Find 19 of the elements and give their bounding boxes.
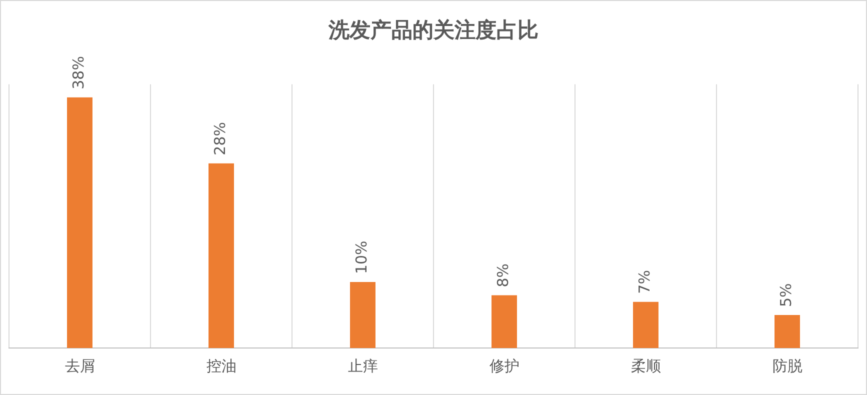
bar xyxy=(492,295,517,348)
x-tick-label: 止痒 xyxy=(348,356,378,375)
x-tick-label: 防脱 xyxy=(772,356,802,375)
bar xyxy=(774,315,800,348)
x-tick-label: 修护 xyxy=(489,356,520,375)
data-label: 8% xyxy=(494,263,512,288)
data-label: 28% xyxy=(211,122,230,156)
x-tick-label: 柔顺 xyxy=(630,356,661,375)
data-label: 38% xyxy=(70,56,88,90)
data-label: 7% xyxy=(636,270,654,294)
bar xyxy=(208,163,234,348)
data-label: 10% xyxy=(352,240,371,274)
chart-title: 洗发产品的关注度占比 xyxy=(328,18,538,42)
x-tick-label: 去屑 xyxy=(64,356,95,375)
bar xyxy=(350,282,376,348)
bar xyxy=(67,97,92,348)
data-label: 5% xyxy=(777,283,796,308)
x-tick-label: 控油 xyxy=(206,356,236,375)
bar xyxy=(633,302,658,348)
